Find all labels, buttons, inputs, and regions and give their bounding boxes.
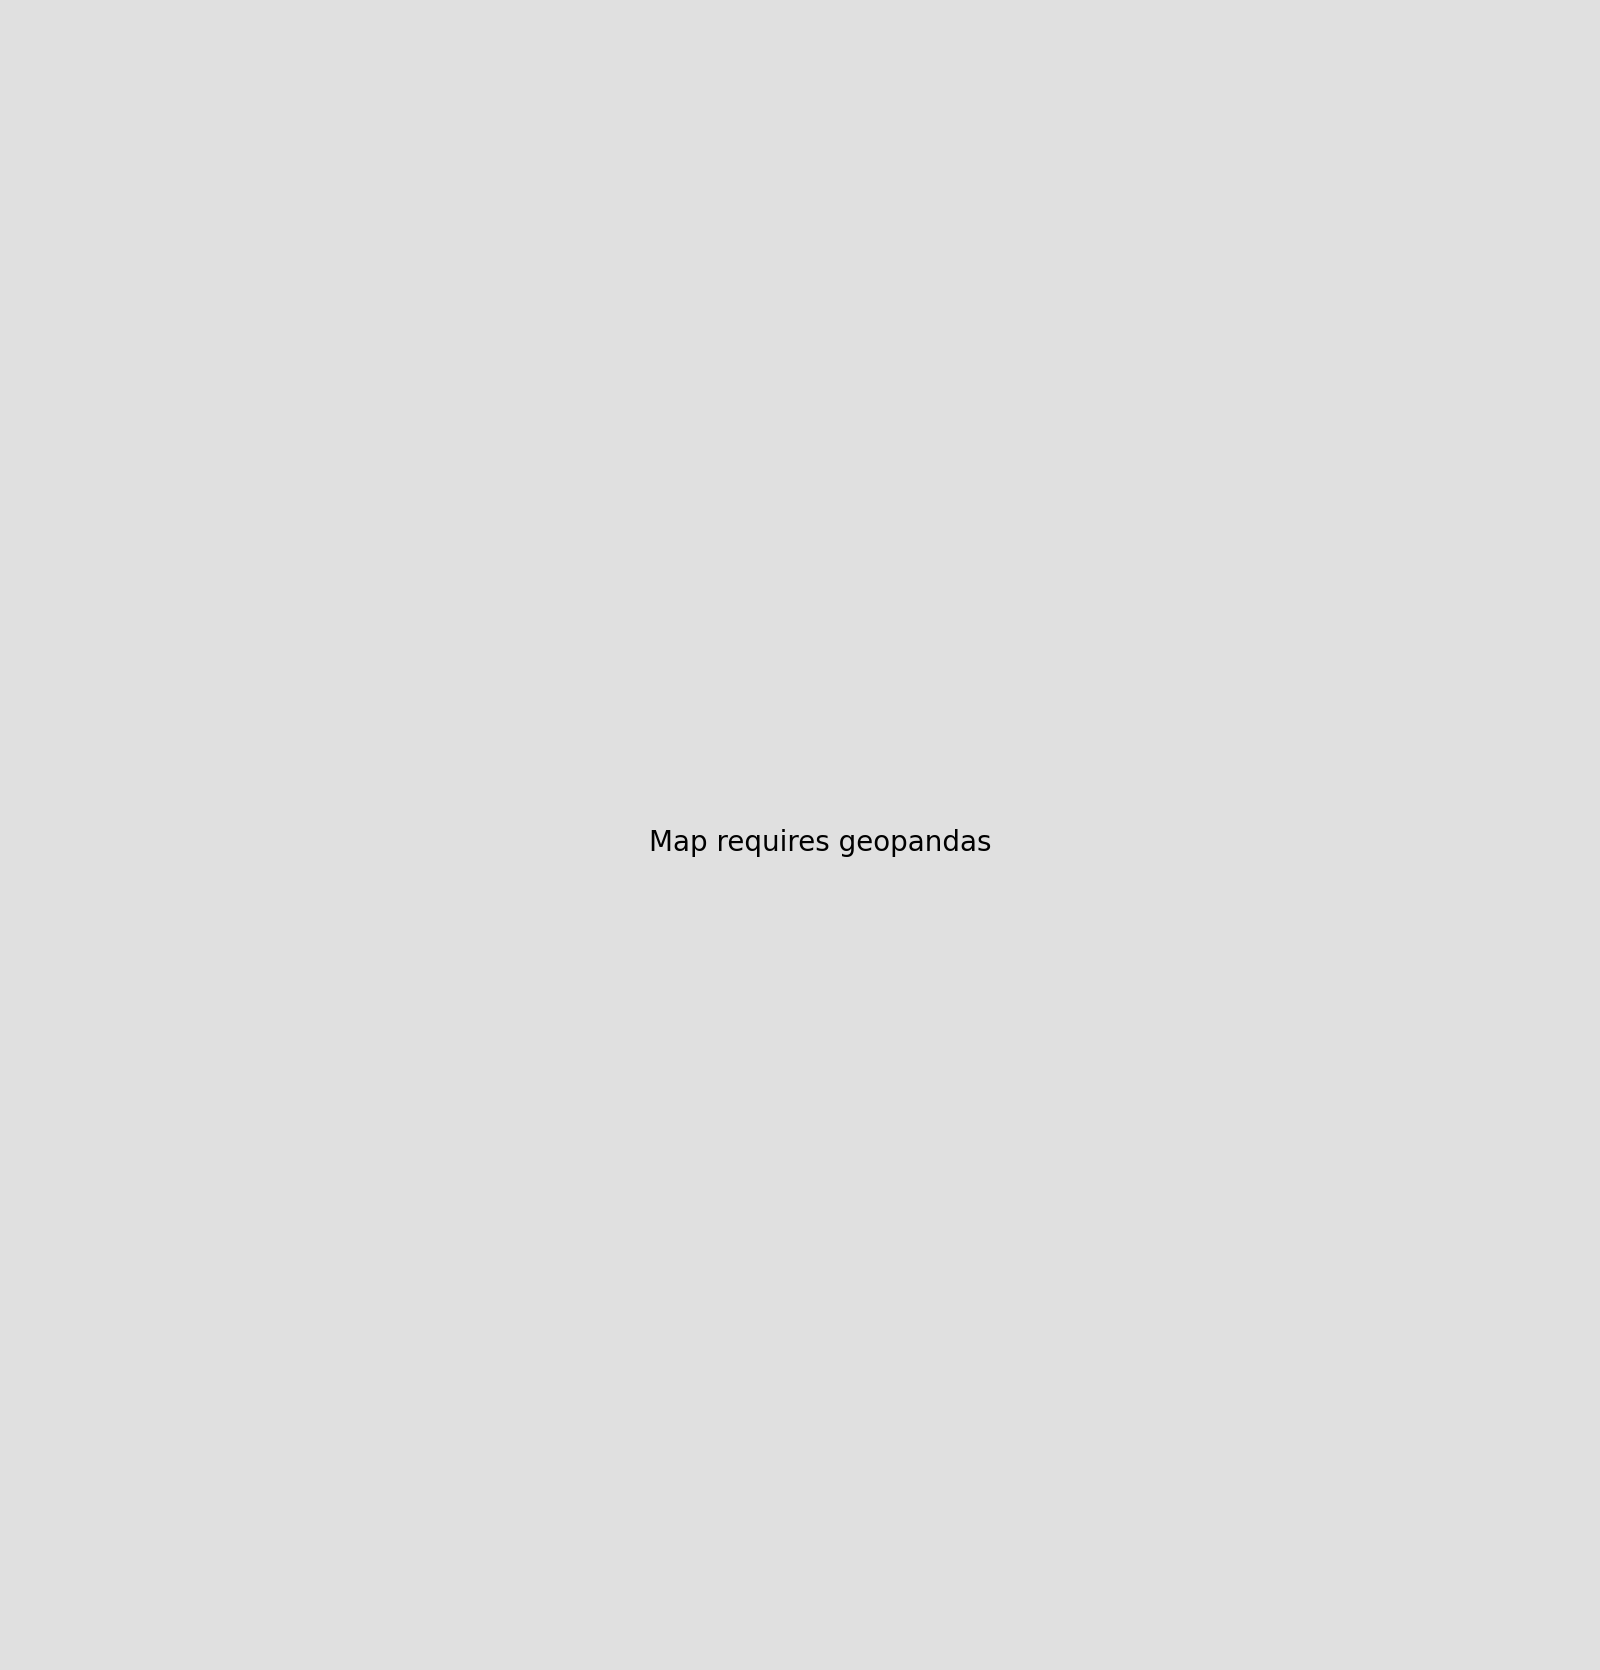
Text: Map requires geopandas: Map requires geopandas: [648, 830, 992, 857]
